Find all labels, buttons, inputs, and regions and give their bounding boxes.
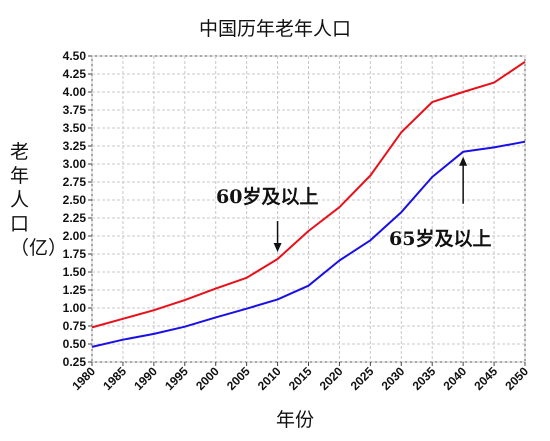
y-tick-label: 1.00 [63, 301, 87, 315]
x-tick-label: 2000 [193, 364, 222, 393]
x-tick-label: 1995 [162, 364, 191, 393]
y-tick-label: 2.50 [63, 193, 87, 207]
y-tick-label: 0.25 [63, 355, 87, 369]
x-axis-ticks: 1980 1985 1990 1995 2000 2005 2010 2015 2020 2025… [69, 362, 531, 393]
y-tick-label: 0.50 [63, 337, 87, 351]
series-line-65-and-over [91, 140, 526, 348]
annotation-arrows [273, 156, 468, 253]
x-tick-label: 2035 [410, 364, 439, 393]
y-tick-label: 4.50 [63, 49, 87, 63]
y-tick-label: 0.75 [63, 319, 87, 333]
x-tick-label: 2015 [286, 364, 315, 393]
x-tick-label: 2005 [224, 364, 253, 393]
y-tick-label: 4.00 [63, 85, 87, 99]
y-tick-label: 3.75 [63, 103, 87, 117]
y-axis-label: 老年人口（亿） [10, 141, 68, 259]
y-tick-label: 1.75 [63, 247, 87, 261]
series-line-60-and-over [91, 60, 526, 329]
x-tick-label: 2025 [348, 364, 377, 393]
chart-title: 中国历年老年人口 [198, 18, 351, 40]
y-tick-label: 3.50 [63, 121, 87, 135]
y-axis-ticks: 0.25 0.50 0.75 1.00 1.25 1.50 1.75 2.00 2.25 2.50… [63, 49, 92, 369]
x-tick-label: 2030 [379, 364, 408, 393]
x-tick-label: 2040 [440, 364, 469, 393]
annotation-65-and-over: 65岁及以上 [389, 228, 492, 250]
x-tick-label: 1990 [131, 364, 160, 393]
x-axis-label: 年份 [275, 409, 314, 431]
y-tick-label: 2.00 [63, 229, 87, 243]
y-tick-label: 4.25 [63, 67, 87, 81]
grid [91, 55, 526, 363]
annotation-60-and-over: 60岁及以上 [216, 186, 319, 208]
arrow-65-head [459, 156, 468, 166]
y-tick-label: 3.00 [63, 157, 87, 171]
y-tick-label: 1.25 [63, 283, 87, 297]
x-tick-label: 2050 [502, 364, 531, 393]
y-tick-label: 2.25 [63, 211, 87, 225]
x-tick-label: 1985 [100, 364, 129, 393]
x-tick-label: 2045 [471, 364, 500, 393]
y-tick-label: 1.50 [63, 265, 87, 279]
x-tick-label: 2020 [317, 364, 346, 393]
y-tick-label: 3.25 [63, 139, 87, 153]
x-tick-label: 2010 [255, 364, 284, 393]
arrow-60-head [273, 243, 282, 253]
y-tick-label: 2.75 [63, 175, 87, 189]
series-lines [91, 60, 526, 348]
